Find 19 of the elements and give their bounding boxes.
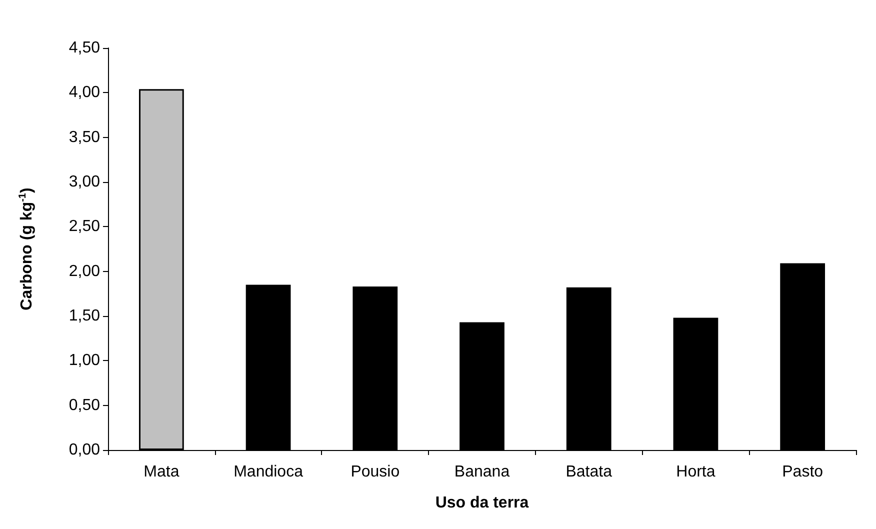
x-tick-label: Batata <box>566 464 612 480</box>
y-tick-label: 4,50 <box>68 40 100 56</box>
x-tick-label: Mata <box>144 464 180 480</box>
y-tick-label: 0,50 <box>68 396 100 414</box>
y-tick-label: 1,50 <box>68 308 100 324</box>
x-tick-label: Banana <box>454 464 510 480</box>
x-tick-label: Horta <box>676 464 716 480</box>
x-axis-title: Uso da terra <box>435 494 529 512</box>
y-tick-label: 3,00 <box>68 174 100 190</box>
x-tick-label: Mandioca <box>234 464 304 480</box>
y-tick-label: 3,50 <box>68 128 100 146</box>
y-axis-title: Carbono (g kg-1) <box>18 188 36 310</box>
y-tick-label: 2,00 <box>68 262 100 280</box>
x-tick-label: Pousio <box>350 464 400 480</box>
y-tick-label: 2,50 <box>68 218 100 236</box>
x-tick-label: Pasto <box>782 464 824 480</box>
y-tick-label: 1,00 <box>68 352 100 370</box>
y-tick-label: 4,00 <box>68 84 100 102</box>
y-tick-label: 0,00 <box>68 442 100 458</box>
